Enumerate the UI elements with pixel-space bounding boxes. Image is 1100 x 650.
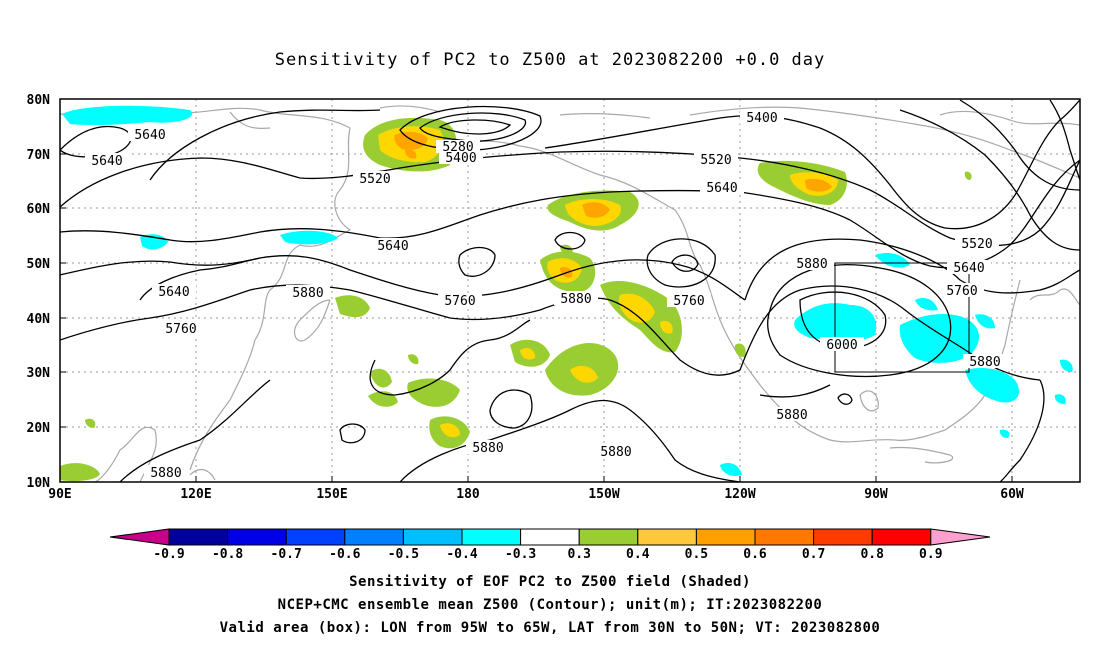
lon-label: 90E	[48, 487, 71, 502]
colorbar-swatch	[227, 528, 287, 546]
valid-area-box	[834, 262, 970, 373]
lat-label: 40N	[27, 312, 51, 327]
contour-label: 5880	[560, 292, 591, 307]
colorbar-swatch	[402, 528, 463, 546]
contour-label: 5880	[796, 257, 827, 272]
lon-label: 180	[456, 487, 480, 502]
colorbar-label: -0.4	[446, 547, 477, 562]
lon-label: 90W	[864, 487, 888, 502]
lon-label: 120W	[724, 487, 755, 502]
lon-axis-labels: 90E 120E 150E 180 150W 120W 90W 60W	[48, 487, 1024, 502]
map-border	[59, 98, 1081, 483]
contour-label: 5400	[746, 111, 777, 126]
lon-label: 60W	[1000, 487, 1024, 502]
contour-label: 6000	[826, 338, 857, 353]
lat-label: 20N	[27, 421, 51, 436]
colorbar-label: 0.6	[743, 547, 767, 562]
lon-label: 120E	[180, 487, 211, 502]
caption-line-3: Valid area (box): LON from 95W to 65W, L…	[219, 620, 881, 636]
colorbar-swatch	[285, 528, 346, 546]
contour-label: 5880	[292, 286, 323, 301]
colorbar-label: -0.7	[271, 547, 302, 562]
contour-labels: 5640 5640 5520 5280 5400 5640 5640 5760 …	[85, 110, 1007, 481]
z500-contours	[60, 99, 1080, 482]
colorbar-swatch	[578, 528, 639, 546]
contour-label: 5640	[134, 128, 165, 143]
contour-label: 5640	[377, 239, 408, 254]
colorbar-max-arrow	[930, 528, 991, 546]
contour-label: 5760	[673, 294, 704, 309]
contour-label: 5520	[961, 237, 992, 252]
colorbar-label: -0.8	[212, 547, 243, 562]
colorbar-swatch	[344, 528, 404, 546]
colorbar-swatch	[754, 528, 815, 546]
lat-label: 10N	[27, 476, 51, 491]
contour-label: 5640	[158, 285, 189, 300]
colorbar-label: -0.6	[329, 547, 360, 562]
lat-label: 80N	[27, 93, 51, 108]
colorbar-swatch	[461, 528, 522, 546]
colorbar	[109, 528, 991, 546]
map-title: Sensitivity of PC2 to Z500 at 2023082200…	[274, 50, 826, 70]
contour-label: 5400	[445, 151, 476, 166]
contour-label: 5880	[472, 441, 503, 456]
contour-label: 5520	[700, 153, 731, 168]
lat-label: 70N	[27, 148, 51, 163]
lat-axis-labels: 80N 70N 60N 50N 40N 30N 20N 10N	[27, 93, 51, 491]
contour-label: 5640	[953, 261, 984, 276]
contour-label: 5880	[776, 408, 807, 423]
colorbar-label: -0.3	[505, 547, 536, 562]
contour-label: 5640	[91, 154, 122, 169]
colorbar-label: -0.9	[153, 547, 184, 562]
lon-label: 150W	[588, 487, 619, 502]
colorbar-swatch	[695, 528, 756, 546]
contour-label: 5880	[150, 466, 181, 481]
colorbar-swatch	[168, 528, 229, 546]
caption-line-2: NCEP+CMC ensemble mean Z500 (Contour); u…	[277, 597, 823, 613]
colorbar-min-arrow	[109, 528, 170, 546]
sensitivity-shading	[60, 105, 1073, 482]
lat-label: 30N	[27, 366, 51, 381]
colorbar-swatch	[813, 528, 873, 546]
colorbar-label: 0.8	[860, 547, 884, 562]
colorbar-swatch	[637, 528, 697, 546]
colorbar-swatch	[520, 528, 580, 546]
contour-label: 5880	[969, 355, 1000, 370]
negative-shading	[62, 105, 1073, 476]
colorbar-label: 0.7	[802, 547, 825, 562]
colorbar-labels: -0.9 -0.8 -0.7 -0.6 -0.5 -0.4 -0.3 0.3 0…	[153, 547, 942, 562]
contour-label: 5760	[444, 294, 475, 309]
colorbar-label: 0.9	[919, 547, 942, 562]
contour-label: 5520	[359, 172, 390, 187]
colorbar-label: 0.3	[567, 547, 590, 562]
contour-label: 5760	[165, 322, 196, 337]
contour-label: 5640	[706, 181, 737, 196]
colorbar-label: 0.4	[626, 547, 650, 562]
axis-ticks	[60, 98, 1013, 482]
colorbar-label: -0.5	[388, 547, 419, 562]
colorbar-swatch	[871, 528, 932, 546]
caption-line-1: Sensitivity of EOF PC2 to Z500 field (Sh…	[349, 574, 751, 590]
colorbar-label: 0.5	[685, 547, 708, 562]
contour-label: 5760	[946, 284, 977, 299]
lon-label: 150E	[316, 487, 347, 502]
contour-label: 5880	[600, 445, 631, 460]
lat-label: 50N	[27, 257, 51, 272]
lat-label: 60N	[27, 202, 51, 217]
